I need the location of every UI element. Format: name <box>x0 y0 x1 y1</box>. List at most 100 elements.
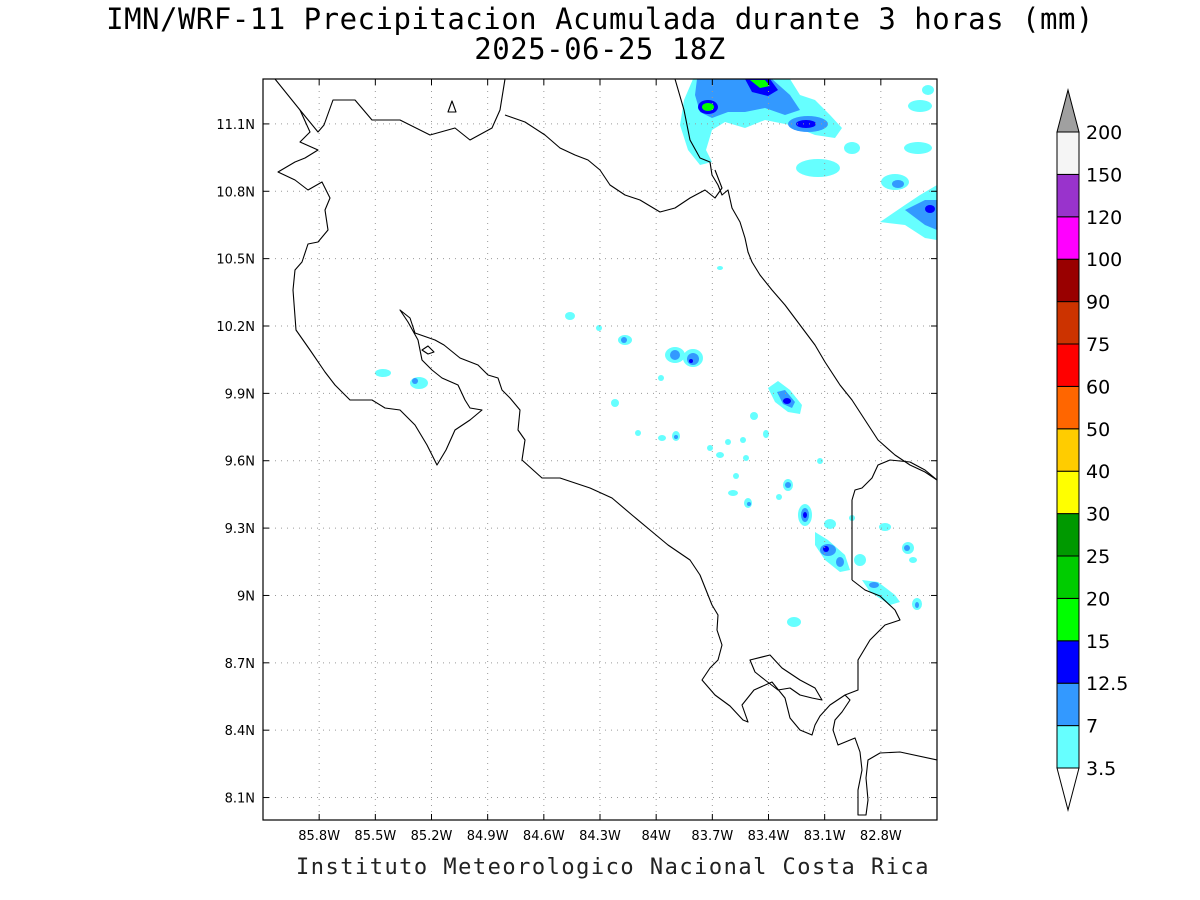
precip-area <box>743 455 749 461</box>
colorbar-swatch <box>1056 301 1080 345</box>
precip-area <box>740 437 746 443</box>
precip-area <box>836 557 844 567</box>
colorbar-legend: 3.5 7 12.5 15 20 25 30 40 50 60 75 90 100 120 150 200 <box>1056 88 1128 812</box>
lat-tick-label: 8.7N <box>225 657 255 672</box>
precip-area <box>687 353 699 365</box>
colorbar-min-arrow <box>1056 767 1080 812</box>
precip-area <box>375 369 391 377</box>
longitude-labels: 85.8W 85.5W 85.2W 84.9W 84.6W 84.3W 84W 83.7W 83… <box>298 79 902 844</box>
lon-tick-label: 82.8W <box>860 829 902 844</box>
lon-tick-label: 85.2W <box>411 829 453 844</box>
border <box>851 459 937 580</box>
precip-area <box>803 512 807 518</box>
precip-area <box>658 375 664 381</box>
precip-area <box>922 85 934 95</box>
precip-area <box>892 180 904 188</box>
map-frame <box>262 78 938 821</box>
precip-area <box>611 399 619 407</box>
precip-area <box>763 430 769 438</box>
precip-area <box>596 325 602 331</box>
latitude-labels: 11.1N 10.8N 10.5N 10.2N 9.9N 9.6N 9.3N 9N 8.7N 8.… <box>216 118 937 807</box>
precip-area <box>750 80 770 88</box>
colorbar-label: 15 <box>1086 631 1110 653</box>
precip-area <box>854 554 866 566</box>
precip-area <box>785 482 791 488</box>
precip-area <box>565 312 575 320</box>
colorbar-swatch <box>1056 258 1080 303</box>
colorbar-label: 75 <box>1086 334 1110 356</box>
lon-tick-label: 84.9W <box>467 829 509 844</box>
colorbar-swatch <box>1056 131 1080 175</box>
precip-area <box>844 142 860 154</box>
colorbar-swatch <box>1056 640 1080 684</box>
precip-area <box>410 377 428 389</box>
colorbar-label: 200 <box>1086 122 1122 144</box>
precip-area <box>787 617 801 627</box>
lat-tick-label: 8.4N <box>225 724 255 739</box>
precip-area <box>776 494 782 500</box>
chart-title: IMN/WRF-11 Precipitacion Acumulada duran… <box>106 2 1094 36</box>
border <box>504 114 723 213</box>
precip-area <box>925 205 935 213</box>
coastline-layer <box>274 79 937 816</box>
lat-tick-label: 9.6N <box>225 455 255 470</box>
colorbar-swatch <box>1056 173 1080 218</box>
precip-area <box>728 490 738 496</box>
precip-area <box>747 502 751 506</box>
border <box>844 579 901 696</box>
lat-tick-label: 9N <box>237 589 255 604</box>
colorbar-swatch <box>1056 216 1080 260</box>
precip-area <box>717 266 723 270</box>
colorbar-label: 25 <box>1086 546 1110 568</box>
lon-tick-label: 85.5W <box>354 829 396 844</box>
lat-tick-label: 9.9N <box>225 387 255 402</box>
lon-tick-label: 83.7W <box>691 829 733 844</box>
colorbar-label: 150 <box>1086 164 1122 186</box>
colorbar-swatch <box>1056 597 1080 642</box>
colorbar-swatch <box>1056 682 1080 727</box>
lon-tick-label: 84.3W <box>579 829 621 844</box>
lat-tick-label: 11.1N <box>216 118 255 133</box>
colorbar-swatch <box>1056 343 1080 387</box>
map-gridlines <box>263 79 937 820</box>
precip-area <box>412 378 418 384</box>
precip-area <box>904 142 932 154</box>
precip-area <box>674 435 678 439</box>
precip-area <box>904 545 910 551</box>
precip-area <box>621 337 627 343</box>
coastline <box>277 109 937 816</box>
lat-tick-label: 10.2N <box>216 320 255 335</box>
precip-area <box>670 350 680 360</box>
colorbar-swatch <box>1056 385 1080 430</box>
precip-area <box>796 120 816 128</box>
colorbar-swatch <box>1056 555 1080 599</box>
colorbar-label: 7 <box>1086 716 1098 738</box>
lat-tick-label: 10.5N <box>216 253 255 268</box>
colorbar-label: 100 <box>1086 249 1122 271</box>
colorbar-label: 30 <box>1086 504 1110 526</box>
precip-area <box>909 557 917 563</box>
precip-area <box>879 523 891 531</box>
coastline <box>674 79 937 481</box>
colorbar-label: 12.5 <box>1086 673 1128 695</box>
lon-tick-label: 84W <box>641 829 671 844</box>
precip-area <box>716 452 724 458</box>
colorbar-max-arrow <box>1056 88 1080 133</box>
chart-date: 2025-06-25 18Z <box>474 32 726 66</box>
colorbar-swatch <box>1056 428 1080 472</box>
precip-area <box>707 445 713 451</box>
lat-tick-label: 8.1N <box>225 792 255 807</box>
precipitation-layer <box>375 79 937 627</box>
colorbar-label: 90 <box>1086 292 1110 314</box>
colorbar-swatch <box>1056 470 1080 515</box>
precip-area <box>796 159 840 177</box>
colorbar-label: 20 <box>1086 588 1110 610</box>
precip-area <box>725 439 731 445</box>
precip-area <box>823 546 829 552</box>
lon-tick-label: 83.1W <box>804 829 846 844</box>
precip-area <box>733 473 739 479</box>
colorbar-label: 3.5 <box>1086 758 1116 780</box>
footer-credit: Instituto Meteorologico Nacional Costa R… <box>295 855 931 880</box>
precip-area <box>869 582 879 588</box>
